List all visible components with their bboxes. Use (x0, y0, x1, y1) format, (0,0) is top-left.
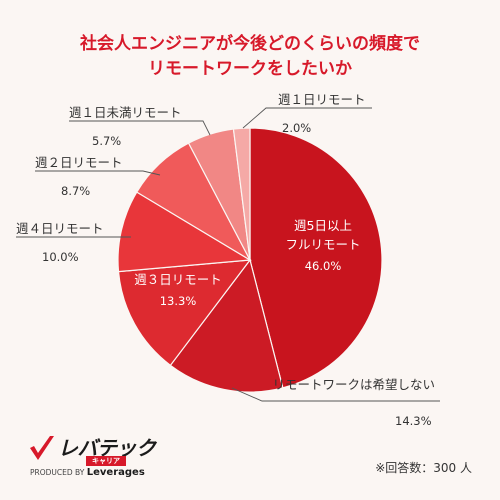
slice-label: 週３日リモート (134, 272, 222, 287)
pie-slice (117, 259, 252, 367)
leader-line (35, 170, 161, 176)
slice-label: 週5日以上 (294, 218, 352, 233)
slice-value-label: 46.0% (305, 259, 342, 273)
slice-label: フルリモート (285, 237, 360, 252)
pie-slice (169, 258, 284, 393)
leader-line (231, 387, 440, 402)
slice-label: リモートワークは希望しない (272, 377, 435, 392)
logo-produced-by: PRODUCED BY Leverages (30, 467, 145, 478)
logo-sub: キャリア (86, 456, 126, 466)
pie-slice (117, 191, 252, 273)
slice-value-label: 8.7% (61, 184, 90, 198)
slice-value-label: 2.0% (282, 121, 311, 135)
chart-title: 社会人エンジニアが今後どのくらいの頻度で リモートワークをしたいか (0, 32, 500, 82)
leader-line (69, 120, 211, 136)
logo-check-icon (30, 436, 54, 460)
slice-label: 週１日未満リモート (69, 105, 182, 120)
slice-label: 週４日リモート (16, 221, 104, 236)
slice-value-label: 5.7% (92, 134, 121, 148)
slice-value-label: 10.0% (42, 250, 79, 264)
brand-text: Leverages (86, 467, 145, 478)
chart-title-line2: リモートワークをしたいか (148, 59, 352, 79)
chart-title-line1: 社会人エンジニアが今後どのくらいの頻度で (80, 34, 420, 54)
slice-label: 週２日リモート (35, 155, 123, 170)
pie-slice (249, 127, 383, 389)
slice-label: 週１日リモート (278, 92, 366, 107)
pie-slice (232, 127, 251, 261)
slice-value-label: 13.3% (160, 294, 197, 308)
leader-line (242, 107, 372, 129)
response-count-note: ※回答数：300 人 (375, 461, 472, 475)
slice-value-label: 14.3% (395, 414, 432, 428)
produced-by-text: PRODUCED BY (30, 468, 85, 477)
levtech-career-logo: レバテック キャリア PRODUCED BY Leverages (28, 432, 158, 478)
